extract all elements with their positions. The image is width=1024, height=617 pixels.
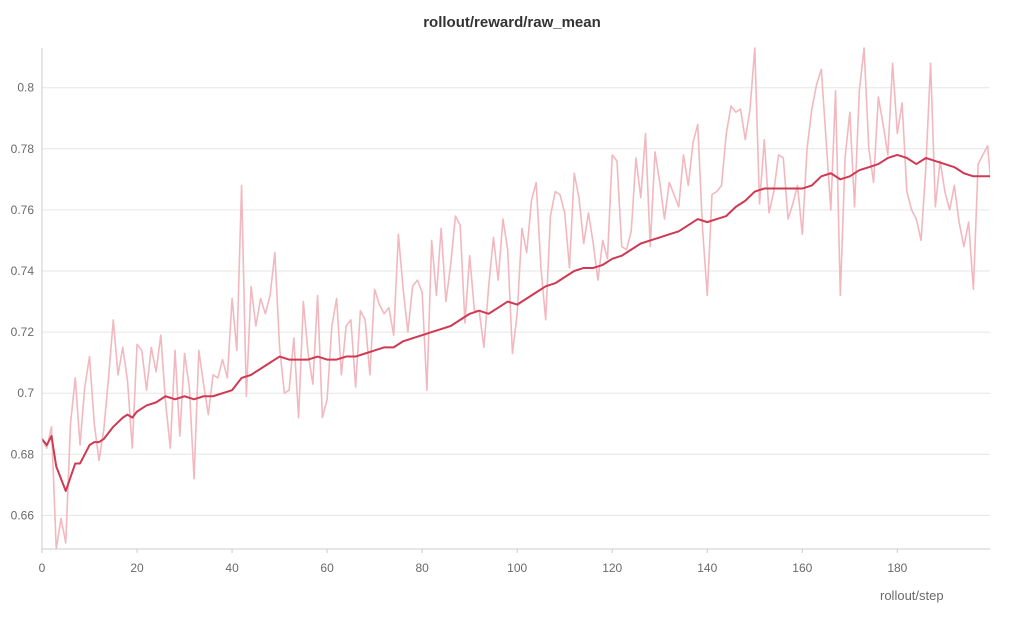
smoothed-series <box>42 153 990 492</box>
x-tick-label: 20 <box>130 561 144 575</box>
x-tick-label: 120 <box>602 561 622 575</box>
x-axis-label: rollout/step <box>880 588 944 603</box>
x-tick-label: 80 <box>415 561 429 575</box>
y-tick-label: 0.72 <box>11 325 35 339</box>
x-tick-label: 60 <box>320 561 334 575</box>
raw-series <box>42 47 990 549</box>
y-tick-label: 0.66 <box>11 508 35 522</box>
y-tick-label: 0.78 <box>11 142 35 156</box>
raw-series-line <box>42 47 990 549</box>
x-tick-label: 40 <box>225 561 239 575</box>
x-tick-label: 180 <box>887 561 907 575</box>
x-tick-label: 100 <box>507 561 527 575</box>
chart-title: rollout/reward/raw_mean <box>423 14 601 31</box>
y-tick-label: 0.76 <box>11 203 35 217</box>
y-tick-label: 0.74 <box>11 264 35 278</box>
y-tick-label: 0.68 <box>11 447 35 461</box>
smoothed-series-line <box>42 153 990 492</box>
x-tick-label: 160 <box>792 561 812 575</box>
grid-lines <box>42 87 990 516</box>
y-tick-label: 0.7 <box>17 386 34 400</box>
x-tick-label: 140 <box>697 561 717 575</box>
y-tick-label: 0.8 <box>17 81 34 95</box>
x-tick-label: 0 <box>39 561 46 575</box>
axes: 0.66 0.68 0.7 0.72 0.74 0.76 0.78 0.8 0 20 40 60 80 1… <box>11 48 990 575</box>
